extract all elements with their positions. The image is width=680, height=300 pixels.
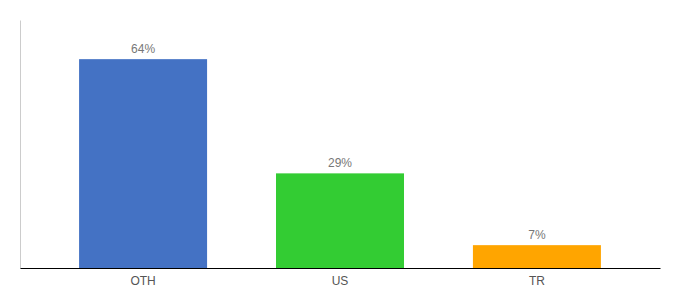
x-axis: OTH US TR: [21, 269, 661, 288]
data-label: 64%: [131, 42, 155, 56]
x-tick-label: OTH: [130, 274, 155, 288]
bar: [79, 59, 207, 268]
x-axis-line: [21, 268, 661, 269]
chart: OTH US TR 64% 29% 7%: [0, 0, 680, 300]
data-label: 7%: [528, 228, 546, 242]
plot: OTH US TR: [21, 21, 661, 288]
x-tick-label: TR: [529, 274, 545, 288]
bar: [473, 245, 601, 268]
bars: [79, 59, 601, 268]
y-axis-line: [20, 21, 21, 269]
x-tick: OTH: [130, 274, 155, 288]
data-label: 29%: [328, 156, 352, 170]
y-axis: [20, 21, 21, 269]
x-tick: TR: [529, 274, 545, 288]
x-tick-label: US: [332, 274, 349, 288]
bar: [276, 173, 404, 268]
x-tick: US: [332, 274, 349, 288]
data-labels: 64% 29% 7%: [131, 42, 546, 242]
